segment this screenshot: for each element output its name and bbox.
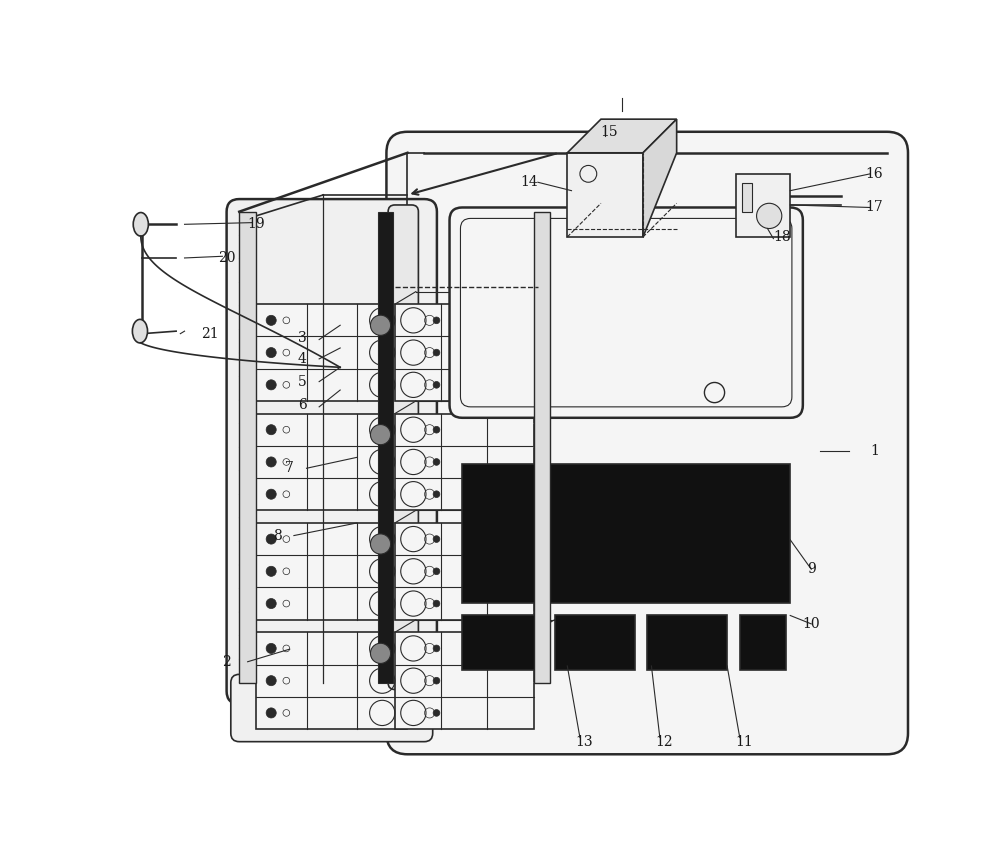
FancyBboxPatch shape <box>386 132 908 755</box>
Circle shape <box>704 382 725 403</box>
Text: 20: 20 <box>218 251 235 265</box>
Circle shape <box>433 568 440 575</box>
FancyBboxPatch shape <box>256 304 407 401</box>
Text: 18: 18 <box>773 230 791 244</box>
FancyBboxPatch shape <box>460 219 792 407</box>
Circle shape <box>433 491 440 498</box>
Circle shape <box>433 426 440 433</box>
Text: 11: 11 <box>735 734 753 749</box>
Circle shape <box>433 678 440 684</box>
Text: 5: 5 <box>298 375 307 388</box>
Text: 19: 19 <box>247 217 265 231</box>
Polygon shape <box>643 119 677 237</box>
FancyBboxPatch shape <box>395 414 534 511</box>
Text: 4: 4 <box>298 352 307 366</box>
Text: 1: 1 <box>870 445 879 458</box>
FancyBboxPatch shape <box>395 304 534 401</box>
Ellipse shape <box>133 213 148 236</box>
Text: 3: 3 <box>298 331 307 345</box>
Circle shape <box>266 348 276 358</box>
Circle shape <box>433 349 440 356</box>
Circle shape <box>433 458 440 465</box>
FancyBboxPatch shape <box>555 615 635 670</box>
Circle shape <box>370 315 391 335</box>
FancyBboxPatch shape <box>256 632 407 729</box>
Circle shape <box>266 566 276 576</box>
FancyBboxPatch shape <box>534 212 550 683</box>
Text: 21: 21 <box>201 327 219 341</box>
Circle shape <box>266 708 276 718</box>
FancyBboxPatch shape <box>256 523 407 619</box>
Circle shape <box>370 534 391 554</box>
Text: 9: 9 <box>807 562 816 576</box>
Circle shape <box>433 710 440 717</box>
FancyBboxPatch shape <box>227 199 437 704</box>
FancyBboxPatch shape <box>378 212 393 683</box>
Circle shape <box>266 316 276 326</box>
Text: 7: 7 <box>285 462 294 475</box>
Circle shape <box>370 643 391 663</box>
FancyBboxPatch shape <box>231 674 433 742</box>
FancyBboxPatch shape <box>395 523 534 619</box>
Circle shape <box>266 534 276 544</box>
FancyBboxPatch shape <box>239 212 256 683</box>
Ellipse shape <box>132 319 148 343</box>
Circle shape <box>433 381 440 388</box>
Circle shape <box>433 600 440 607</box>
Text: 12: 12 <box>655 734 673 749</box>
FancyBboxPatch shape <box>647 615 727 670</box>
Circle shape <box>266 676 276 685</box>
FancyBboxPatch shape <box>567 153 643 237</box>
FancyBboxPatch shape <box>736 174 790 237</box>
Text: 10: 10 <box>802 617 820 631</box>
Circle shape <box>433 536 440 543</box>
Text: 14: 14 <box>521 176 538 189</box>
FancyBboxPatch shape <box>462 464 790 603</box>
Circle shape <box>433 317 440 324</box>
Circle shape <box>266 457 276 467</box>
Text: 17: 17 <box>865 201 883 214</box>
Text: 2: 2 <box>222 655 231 668</box>
FancyBboxPatch shape <box>462 615 542 670</box>
Text: 6: 6 <box>298 398 307 412</box>
FancyBboxPatch shape <box>256 414 407 511</box>
FancyBboxPatch shape <box>740 615 786 670</box>
Text: 13: 13 <box>575 734 593 749</box>
FancyBboxPatch shape <box>450 208 803 418</box>
Text: 8: 8 <box>273 528 281 543</box>
Text: 16: 16 <box>866 167 883 181</box>
Circle shape <box>370 425 391 445</box>
FancyBboxPatch shape <box>395 632 534 729</box>
FancyBboxPatch shape <box>388 205 418 690</box>
FancyBboxPatch shape <box>742 183 752 212</box>
Polygon shape <box>567 119 677 153</box>
Circle shape <box>266 380 276 390</box>
Circle shape <box>266 490 276 500</box>
Circle shape <box>266 425 276 435</box>
Circle shape <box>266 643 276 653</box>
Circle shape <box>433 645 440 652</box>
Text: 15: 15 <box>601 125 618 138</box>
Circle shape <box>266 598 276 609</box>
Circle shape <box>757 203 782 229</box>
